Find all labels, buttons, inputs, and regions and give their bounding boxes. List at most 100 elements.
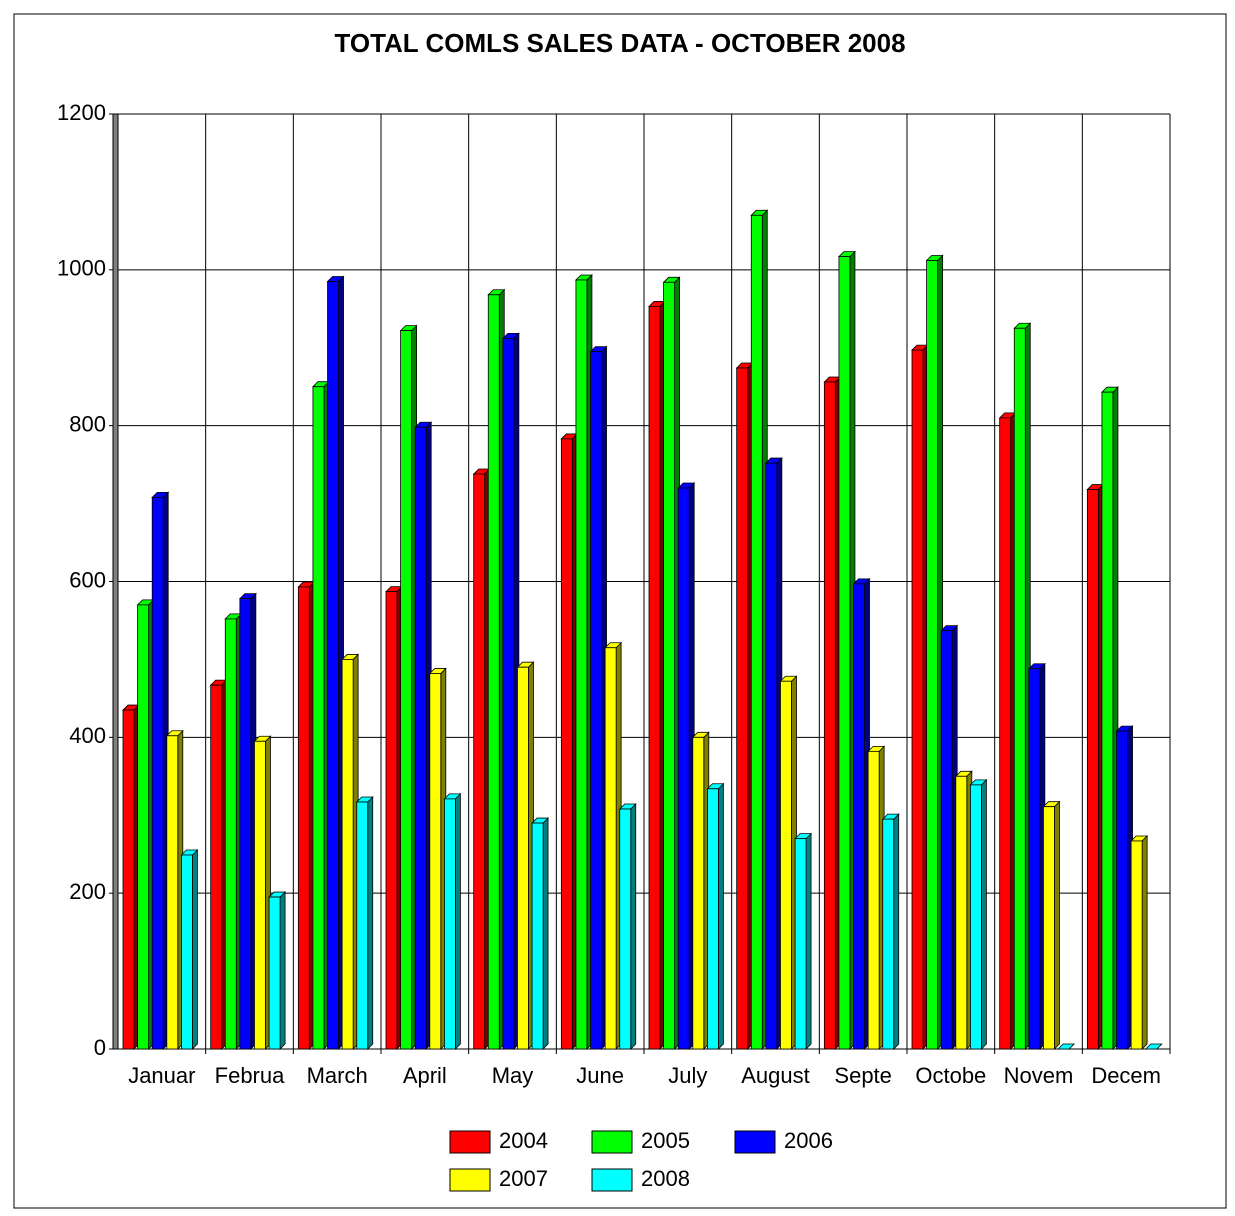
bar: [677, 487, 690, 1050]
legend-label: 2008: [641, 1166, 690, 1191]
bar: [443, 798, 456, 1050]
bar: [180, 854, 193, 1050]
x-tick-label: Januar: [128, 1063, 195, 1088]
bar: [210, 684, 223, 1050]
bar-side: [893, 813, 900, 1050]
bar: [385, 591, 398, 1050]
bar-side: [718, 782, 724, 1050]
x-tick-label: Decem: [1091, 1063, 1161, 1088]
bar: [999, 417, 1012, 1050]
x-tick-label: Octobe: [915, 1063, 986, 1088]
bar: [531, 822, 544, 1050]
bar: [137, 604, 150, 1050]
bar: [1116, 730, 1128, 1050]
bar: [882, 818, 895, 1050]
bar: [1101, 391, 1114, 1050]
bar: [736, 367, 749, 1050]
x-tick-label: August: [741, 1063, 810, 1088]
bar: [517, 666, 529, 1050]
bar: [911, 349, 924, 1050]
bar: [400, 330, 413, 1050]
bar: [502, 337, 515, 1050]
bar: [794, 838, 807, 1050]
bar: [940, 630, 953, 1050]
x-tick-label: June: [576, 1063, 624, 1088]
bar: [1028, 668, 1041, 1050]
y-tick-label: 200: [69, 879, 106, 904]
legend-swatch: [591, 1130, 633, 1154]
legend-swatch: [591, 1168, 633, 1192]
bar-side: [1054, 800, 1060, 1050]
bar: [414, 426, 427, 1050]
bar: [692, 736, 705, 1050]
bar: [429, 673, 442, 1050]
bar: [970, 784, 982, 1050]
bar: [926, 260, 938, 1050]
bar-side: [630, 803, 637, 1050]
legend-label: 2006: [784, 1128, 833, 1153]
bar-side: [367, 796, 374, 1050]
bar-side: [191, 849, 198, 1050]
bar: [254, 740, 266, 1050]
bar: [473, 473, 486, 1050]
x-tick-label: March: [307, 1063, 368, 1088]
bar: [122, 709, 135, 1050]
bar: [853, 583, 865, 1050]
bar: [1086, 489, 1099, 1050]
bar: [590, 351, 602, 1050]
bar: [575, 279, 588, 1050]
x-tick-label: May: [492, 1063, 534, 1088]
bar: [268, 896, 281, 1050]
bar-top: [1144, 1043, 1163, 1050]
bar-side: [454, 792, 461, 1050]
y-tick-label: 0: [94, 1035, 106, 1060]
legend-label: 2007: [499, 1166, 548, 1191]
bar-side: [805, 832, 812, 1050]
bar: [166, 735, 179, 1050]
bar: [663, 281, 675, 1050]
y-tick-label: 1200: [57, 100, 106, 125]
bar-top: [1057, 1043, 1076, 1050]
legend-label: 2004: [499, 1128, 548, 1153]
x-tick-label: Septe: [834, 1063, 892, 1088]
bar: [867, 750, 880, 1050]
bar: [312, 386, 325, 1050]
bar: [1043, 806, 1055, 1050]
axis-wall: [112, 113, 119, 1050]
legend-swatch: [734, 1130, 776, 1154]
bar: [560, 438, 573, 1050]
bar: [750, 214, 763, 1050]
bar: [356, 801, 369, 1050]
bar: [327, 281, 339, 1050]
bar: [707, 788, 719, 1050]
bar-side: [1141, 834, 1148, 1050]
y-tick-label: 400: [69, 723, 106, 748]
bar: [1130, 840, 1143, 1050]
bar: [297, 586, 310, 1050]
bar-side: [981, 778, 987, 1050]
bar-side: [542, 817, 549, 1050]
y-tick-label: 1000: [57, 256, 106, 281]
y-tick-label: 600: [69, 567, 106, 592]
bar: [1013, 327, 1026, 1050]
legend-swatch: [449, 1168, 491, 1192]
bar: [838, 256, 851, 1050]
bar: [487, 294, 500, 1050]
bar: [648, 306, 661, 1050]
bar: [955, 775, 968, 1050]
legend-swatch: [449, 1130, 491, 1154]
bar: [823, 381, 836, 1050]
bar-side: [279, 891, 286, 1050]
bar: [224, 618, 237, 1050]
y-tick-label: 800: [69, 411, 106, 436]
x-tick-label: Novem: [1004, 1063, 1074, 1088]
bar: [151, 496, 164, 1050]
x-tick-label: July: [668, 1063, 707, 1088]
bar: [341, 659, 354, 1050]
bar: [604, 647, 617, 1050]
bar: [239, 598, 252, 1050]
bar: [765, 462, 778, 1050]
bar: [619, 808, 632, 1050]
legend-label: 2005: [641, 1128, 690, 1153]
